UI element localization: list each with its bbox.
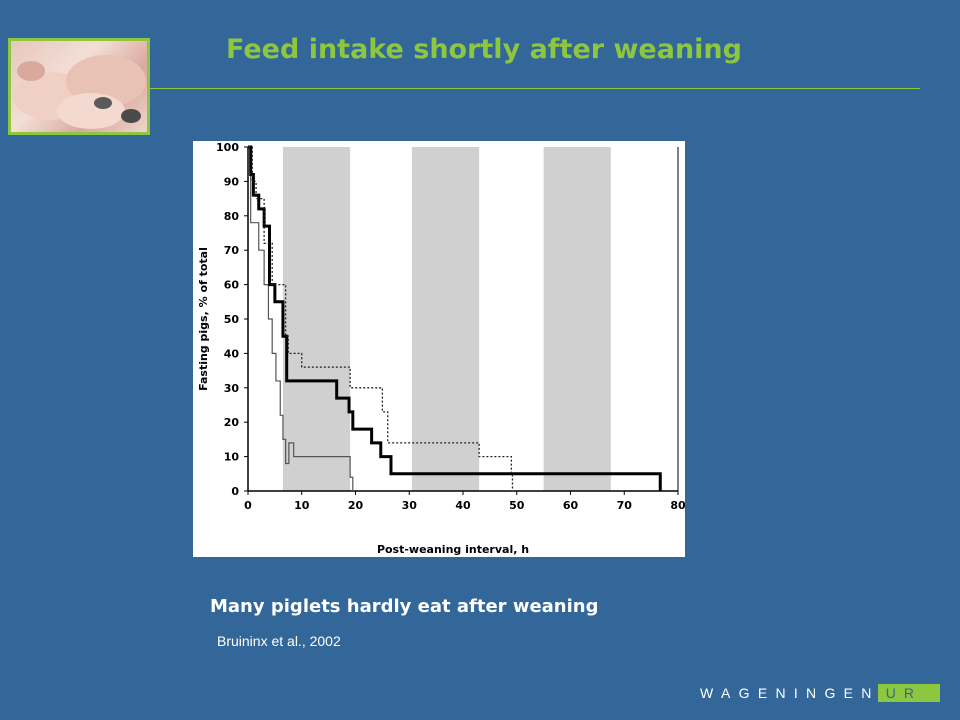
y-tick-label: 90: [224, 175, 240, 188]
shaded-band: [411, 147, 480, 491]
y-tick-label: 0: [231, 485, 239, 498]
piglets-illustration: [13, 55, 146, 129]
shaded-band: [282, 147, 351, 491]
title-divider: [150, 88, 920, 89]
x-tick-label: 0: [244, 499, 252, 512]
y-tick-label: 70: [224, 244, 240, 257]
x-tick-label: 80: [670, 499, 685, 512]
y-tick-label: 30: [224, 382, 240, 395]
y-tick-label: 80: [224, 210, 240, 223]
chart-container: 0 10 20 30 40 50 60 70 80 90 100 0 10 20 30 40 50 60 70 80 P…: [193, 141, 686, 557]
logo-main-text: WAGENINGEN: [700, 685, 880, 701]
x-tick-label: 60: [563, 499, 579, 512]
series-line-dotted: [248, 146, 514, 491]
citation: Bruininx et al., 2002: [217, 633, 341, 649]
x-tick-label: 40: [455, 499, 471, 512]
x-tick-label: 70: [617, 499, 633, 512]
logo-suffix: UR: [877, 684, 940, 702]
slide-caption: Many piglets hardly eat after weaning: [210, 596, 599, 617]
y-tick-label: 40: [224, 347, 240, 360]
y-tick-label: 20: [224, 416, 240, 429]
x-tick-label: 20: [348, 499, 364, 512]
wageningen-ur-logo: WAGENINGEN UR: [700, 684, 940, 702]
y-tick-label: 10: [224, 451, 240, 464]
y-tick-label: 100: [216, 141, 239, 154]
series-line-thick: [248, 145, 662, 491]
x-tick-label: 10: [294, 499, 310, 512]
slide-title: Feed intake shortly after weaning: [226, 34, 742, 65]
y-axis-label: Fasting pigs, % of total: [197, 247, 210, 391]
x-tick-label: 30: [402, 499, 418, 512]
shaded-band: [543, 147, 611, 491]
series-line-thin: [248, 146, 354, 491]
x-tick-label: 50: [509, 499, 525, 512]
y-tick-label: 60: [224, 279, 240, 292]
y-tick-label: 50: [224, 313, 240, 326]
fasting-pigs-chart: 0 10 20 30 40 50 60 70 80 90 100 0 10 20 30 40 50 60 70 80 P…: [197, 141, 686, 556]
piglets-photo: [8, 38, 150, 135]
x-axis-label: Post-weaning interval, h: [377, 543, 529, 556]
